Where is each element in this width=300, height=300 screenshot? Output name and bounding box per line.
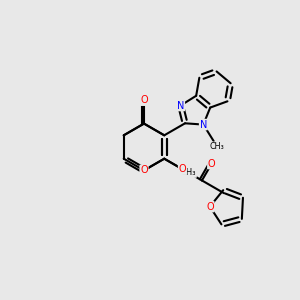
Text: O: O: [140, 165, 148, 176]
Text: O: O: [140, 95, 148, 105]
Text: O: O: [208, 159, 215, 169]
Text: N: N: [200, 120, 207, 130]
Text: O: O: [178, 164, 186, 174]
Text: N: N: [177, 100, 184, 110]
Text: CH₃: CH₃: [181, 168, 196, 177]
Text: O: O: [206, 202, 214, 212]
Text: CH₃: CH₃: [210, 142, 224, 151]
